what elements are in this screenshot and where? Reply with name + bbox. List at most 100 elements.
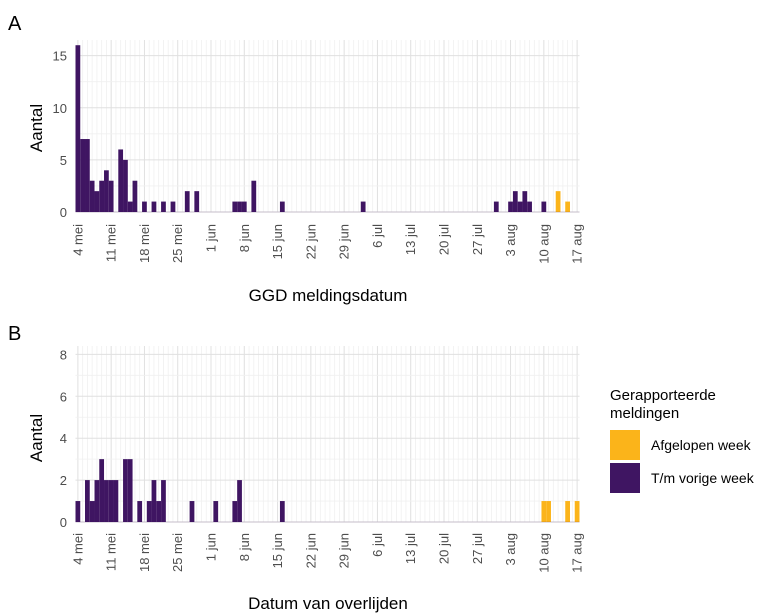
bar-t-m-vorige-week <box>360 201 366 212</box>
bar-t-m-vorige-week <box>161 480 166 522</box>
panel-a-x-tick-label: 29 jun <box>337 224 352 259</box>
panel-b-x-tick-label: 22 jun <box>303 533 318 568</box>
bar-t-m-vorige-week <box>213 501 219 522</box>
panel-b-x-tick-label: 1 jun <box>204 533 219 561</box>
panel-b-x-tick-label: 15 jun <box>270 533 285 568</box>
panel-a-x-tick-label: 1 jun <box>204 224 219 252</box>
panel-a-x-tick-label: 27 jul <box>470 224 485 255</box>
bar-afgelopen-week <box>546 501 551 522</box>
bar-t-m-vorige-week <box>522 191 528 212</box>
panel-a-x-tick-label: 8 jun <box>237 224 252 252</box>
panel-a-y-ticks: 0 5 10 15 <box>53 49 67 220</box>
panel-b-y-ticks: 0 2 4 6 8 <box>60 347 67 530</box>
bar-t-m-vorige-week <box>142 201 147 212</box>
legend-key-tm-vorige-week <box>610 463 640 493</box>
legend-key-afgelopen-week <box>610 430 640 460</box>
legend-label-tm-vorige-week: T/m vorige week <box>651 470 755 486</box>
bar-t-m-vorige-week <box>237 480 242 522</box>
panel-b-y-tick-label: 6 <box>60 389 67 404</box>
bar-t-m-vorige-week <box>89 501 95 522</box>
panel-a-x-ticks: 4 mei 11 mei 18 mei 25 mei 1 jun 8 jun 15 jun 2… <box>70 224 584 264</box>
bar-t-m-vorige-week <box>151 480 157 522</box>
panel-a-grid <box>75 40 580 213</box>
bar-t-m-vorige-week <box>108 480 114 522</box>
panel-b-bars <box>75 459 580 523</box>
panel-b-x-ticks: 4 mei 11 mei 18 mei 25 mei 1 jun 8 jun 15 jun 2… <box>70 533 584 573</box>
bar-t-m-vorige-week <box>146 501 152 522</box>
bar-t-m-vorige-week <box>493 201 499 212</box>
panel-b: B 0 2 4 6 8 4 mei 11 mei 18 mei 25 mei 1 jun 8 ju… <box>8 323 585 613</box>
legend-title-line-1: Gerapporteerde <box>610 387 716 404</box>
bar-afgelopen-week <box>555 191 561 212</box>
bar-t-m-vorige-week <box>541 201 547 212</box>
bar-t-m-vorige-week <box>170 201 176 212</box>
panel-b-x-tick-label: 27 jul <box>470 533 485 564</box>
bar-t-m-vorige-week <box>508 201 513 212</box>
bar-t-m-vorige-week <box>104 480 109 522</box>
panel-b-x-tick-label: 6 jul <box>370 533 385 557</box>
panel-b-y-tick-label: 4 <box>60 431 67 446</box>
bar-afgelopen-week <box>574 501 580 522</box>
panel-b-x-tick-label: 29 jun <box>337 533 352 568</box>
bar-t-m-vorige-week <box>132 180 138 212</box>
panel-b-x-tick-label: 25 mei <box>170 533 185 572</box>
legend: Gerapporteerde meldingen Afgelopen week … <box>610 387 755 493</box>
bar-t-m-vorige-week <box>99 180 105 212</box>
panel-a-y-tick-label: 15 <box>53 49 67 64</box>
bar-t-m-vorige-week <box>80 139 86 212</box>
panel-b-x-tick-label: 17 aug <box>570 533 585 573</box>
bar-t-m-vorige-week <box>137 501 143 522</box>
panel-a-x-tick-label: 22 jun <box>303 224 318 259</box>
panel-a-x-tick-label: 10 aug <box>536 224 551 264</box>
panel-a-x-tick-label: 6 jul <box>370 224 385 248</box>
bar-t-m-vorige-week <box>237 201 242 212</box>
panel-a-x-tick-label: 11 mei <box>104 224 119 262</box>
panel-a-x-tick-label: 15 jun <box>270 224 285 259</box>
panel-b-x-tick-label: 18 mei <box>137 533 152 572</box>
bar-t-m-vorige-week <box>123 159 128 212</box>
panel-a-x-tick-label: 18 mei <box>137 224 152 263</box>
bar-t-m-vorige-week <box>104 170 109 212</box>
bar-t-m-vorige-week <box>527 201 532 212</box>
bar-t-m-vorige-week <box>85 480 90 522</box>
panel-a-x-tick-label: 20 jul <box>436 224 451 255</box>
panel-a-x-tick-label: 4 mei <box>70 224 85 256</box>
bar-t-m-vorige-week <box>151 201 157 212</box>
panel-b-x-tick-label: 8 jun <box>237 533 252 561</box>
bar-t-m-vorige-week <box>99 459 105 522</box>
bar-t-m-vorige-week <box>189 501 195 522</box>
bar-t-m-vorige-week <box>75 45 81 212</box>
panel-b-x-tick-label: 11 mei <box>104 533 119 571</box>
panel-a-x-axis-title: GGD meldingsdatum <box>249 286 408 305</box>
panel-b-x-axis-title: Datum van overlijden <box>248 594 408 613</box>
bar-t-m-vorige-week <box>127 201 133 212</box>
bar-t-m-vorige-week <box>123 459 128 522</box>
panel-b-y-axis-title: Aantal <box>27 414 46 462</box>
bar-t-m-vorige-week <box>108 180 114 212</box>
bar-t-m-vorige-week <box>161 201 166 212</box>
bar-t-m-vorige-week <box>85 139 90 212</box>
bar-t-m-vorige-week <box>232 501 238 522</box>
bar-t-m-vorige-week <box>512 191 518 212</box>
panel-b-x-tick-label: 4 mei <box>70 533 85 565</box>
bar-t-m-vorige-week <box>279 201 285 212</box>
panel-b-y-tick-label: 2 <box>60 473 67 488</box>
panel-a-y-axis-title: Aantal <box>27 104 46 152</box>
panel-b-x-tick-label: 3 aug <box>503 533 518 566</box>
bar-t-m-vorige-week <box>241 201 247 212</box>
panel-a-y-tick-label: 10 <box>53 101 67 116</box>
bar-afgelopen-week <box>541 501 547 522</box>
panel-b-grid <box>75 346 580 523</box>
bar-t-m-vorige-week <box>194 191 200 212</box>
bar-t-m-vorige-week <box>89 180 95 212</box>
panel-b-x-tick-label: 20 jul <box>436 533 451 564</box>
bar-t-m-vorige-week <box>517 201 523 212</box>
panel-a-x-tick-label: 3 aug <box>503 224 518 257</box>
bar-t-m-vorige-week <box>127 459 133 522</box>
bar-t-m-vorige-week <box>184 191 190 212</box>
panel-a-x-tick-label: 13 jul <box>403 224 418 255</box>
bar-t-m-vorige-week <box>94 191 100 212</box>
panel-a-bars <box>75 45 580 213</box>
bar-t-m-vorige-week <box>156 501 162 522</box>
bar-t-m-vorige-week <box>118 149 124 212</box>
